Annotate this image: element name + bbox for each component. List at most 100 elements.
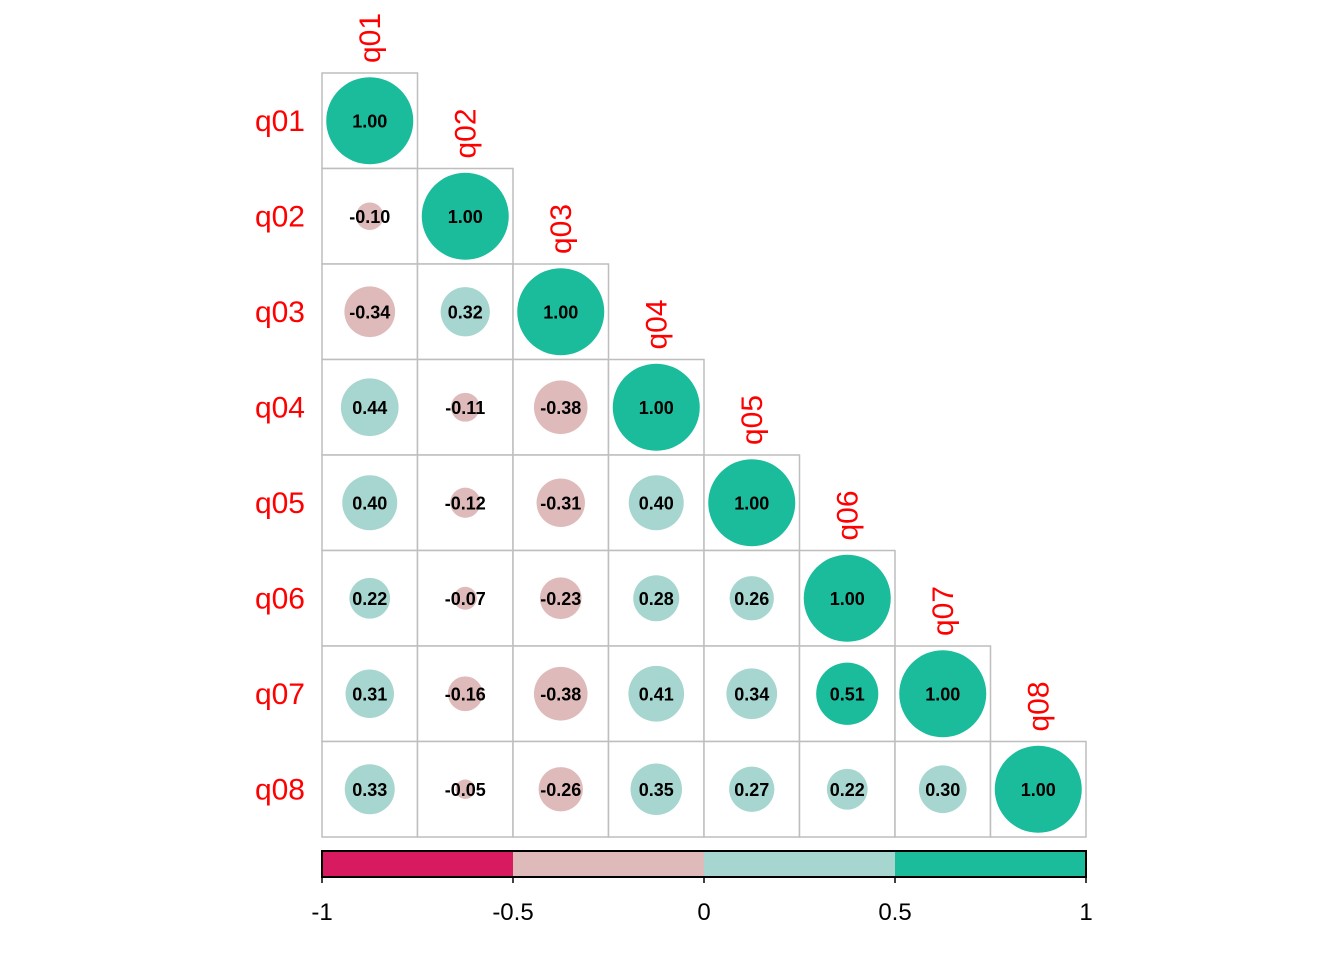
colorbar-tick-label: 1	[1079, 899, 1092, 926]
correlation-circle	[729, 766, 775, 812]
correlation-value: -0.31	[540, 493, 581, 513]
column-label: q03	[545, 204, 578, 254]
correlation-value: 0.32	[448, 302, 483, 322]
colorbar-segment	[322, 851, 513, 877]
correlation-value: 0.27	[734, 780, 769, 800]
correlation-value: 1.00	[734, 493, 769, 513]
row-label: q04	[255, 391, 305, 424]
correlation-circle	[355, 202, 384, 231]
colorbar-tick-label: 0.5	[878, 899, 911, 926]
column-label: q08	[1022, 681, 1055, 731]
correlation-circle	[455, 779, 475, 799]
row-label: q01	[255, 105, 305, 138]
column-label: q04	[640, 299, 673, 349]
correlation-circle	[340, 378, 399, 437]
correlation-value: -0.07	[445, 589, 486, 609]
correlation-circle	[326, 77, 414, 165]
correlation-value: 0.28	[639, 589, 674, 609]
correlation-circle	[440, 287, 490, 337]
correlation-circle	[539, 577, 582, 620]
correlation-circle	[453, 586, 477, 610]
correlation-circle	[538, 767, 583, 812]
correlation-circle	[633, 575, 680, 622]
correlation-value: 0.26	[734, 589, 769, 609]
correlation-value: 1.00	[639, 398, 674, 418]
correlation-value: -0.11	[445, 398, 485, 418]
column-label: q05	[736, 395, 769, 445]
column-label: q06	[831, 490, 864, 540]
correlation-circle	[628, 475, 684, 531]
correlation-value: 0.35	[639, 780, 674, 800]
correlation-value: 0.22	[352, 589, 387, 609]
correlation-value: 0.31	[352, 684, 387, 704]
correlation-circle	[349, 577, 391, 619]
correlation-circle	[450, 487, 481, 518]
correlation-circle	[899, 650, 987, 738]
row-label: q03	[255, 296, 305, 329]
correlation-circle	[803, 554, 891, 642]
correlation-circle	[517, 268, 605, 356]
correlation-value: -0.38	[540, 684, 581, 704]
correlation-circle	[826, 768, 868, 810]
correlation-value: -0.34	[349, 302, 390, 322]
correlation-value: 1.00	[925, 684, 960, 704]
correlation-value: 1.00	[448, 207, 483, 227]
correlation-value: 0.40	[352, 493, 387, 513]
colorbar-tick-label: -1	[311, 899, 332, 926]
correlation-value: 0.33	[352, 780, 387, 800]
correlation-circle	[726, 668, 778, 720]
correlation-circle	[628, 665, 685, 722]
correlation-circle	[536, 478, 585, 527]
correlation-value: -0.16	[445, 684, 486, 704]
correlation-value: 0.30	[925, 780, 960, 800]
correlation-circle	[612, 363, 700, 451]
colorbar-segment	[704, 851, 895, 877]
correlation-value: 1.00	[352, 111, 387, 131]
correlation-value: 0.44	[352, 398, 387, 418]
column-label: q02	[449, 108, 482, 158]
correlation-circle	[345, 669, 394, 718]
correlation-circle	[994, 745, 1082, 833]
correlation-circle	[344, 286, 396, 338]
correlation-value: 1.00	[543, 302, 578, 322]
colorbar: -1 -0.5 0 0.5 1	[311, 850, 1093, 926]
correlation-value: -0.12	[445, 493, 486, 513]
correlation-circle	[421, 172, 509, 260]
column-label: q07	[927, 586, 960, 636]
row-label: q07	[255, 678, 305, 711]
correlation-circle	[533, 666, 588, 721]
correlation-circle	[816, 662, 879, 725]
correlation-circle	[729, 576, 774, 621]
correlation-circle	[447, 676, 483, 712]
correlation-value: -0.26	[540, 780, 581, 800]
correlation-circle	[708, 459, 796, 547]
correlation-circle	[918, 765, 967, 814]
correlation-circle	[450, 392, 480, 422]
column-label: q01	[354, 13, 387, 63]
correlation-circle	[344, 764, 395, 815]
row-label: q06	[255, 582, 305, 615]
correlation-value: 0.41	[639, 684, 674, 704]
grid-cell	[607, 645, 705, 743]
correlation-circle	[533, 380, 588, 435]
correlation-value: -0.05	[445, 780, 486, 800]
correlation-value: 0.51	[830, 684, 865, 704]
correlation-value: 1.00	[830, 589, 865, 609]
colorbar-segment	[513, 851, 704, 877]
correlation-value: 0.40	[639, 493, 674, 513]
colorbar-tick-label: 0	[697, 899, 710, 926]
row-label: q05	[255, 487, 305, 520]
row-label: q08	[255, 773, 305, 806]
correlation-value: 1.00	[1021, 780, 1056, 800]
row-label: q02	[255, 200, 305, 233]
correlation-value: -0.23	[540, 589, 581, 609]
colorbar-tick-label: -0.5	[492, 899, 533, 926]
correlation-value: -0.38	[540, 398, 581, 418]
colorbar-segment	[895, 851, 1086, 877]
correlation-value: 0.34	[734, 684, 769, 704]
correlation-value: -0.10	[349, 207, 390, 227]
cell-grid: 1.00 -0.10 1.00 -0.34 0.32 1.00 0.44 -0.11 -0.38…	[321, 72, 1087, 838]
correlation-circle	[630, 763, 682, 815]
correlation-circle	[342, 475, 398, 531]
